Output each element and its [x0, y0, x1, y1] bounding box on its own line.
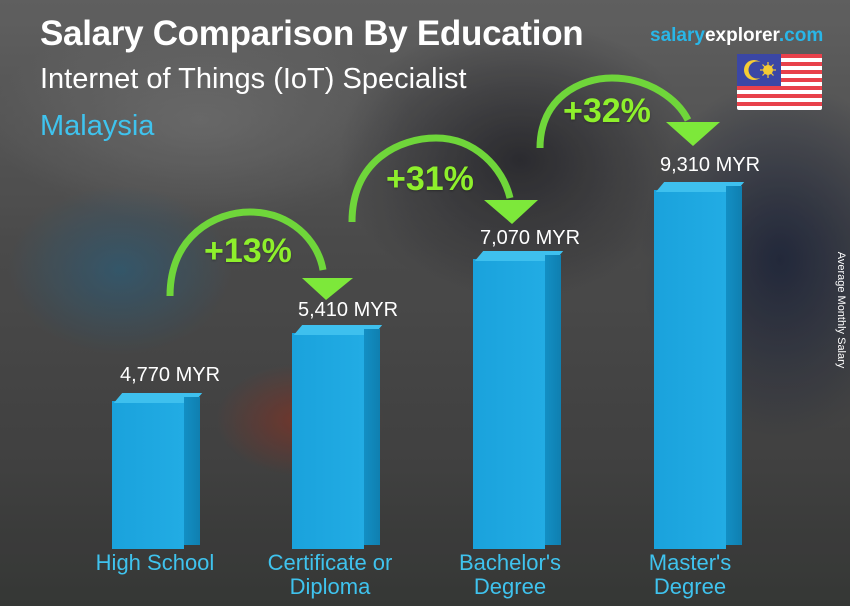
category-label-bachelors-degree: Bachelor's Degree [458, 550, 562, 599]
value-label-bachelors-degree: 7,070 MYR [479, 227, 581, 249]
brand-part-domain: .com [778, 25, 824, 46]
category-label-high-school: High School [95, 550, 215, 575]
brand-logo[interactable]: salaryexplorer.com [650, 25, 823, 47]
bar-bachelors-degree [473, 251, 565, 549]
country-label: Malaysia [40, 110, 155, 142]
bar-high-school [112, 393, 204, 549]
brand-part-salary: salary [650, 25, 705, 46]
value-label-masters-degree: 9,310 MYR [659, 154, 761, 176]
category-label-masters-degree: Master's Degree [648, 550, 732, 599]
category-label-certificate-diploma: Certificate or Diploma [267, 550, 393, 599]
job-title: Internet of Things (IoT) Specialist [40, 63, 467, 95]
bar-masters-degree [654, 182, 746, 549]
chart-title: Salary Comparison By Education [40, 14, 584, 53]
bar-certificate-diploma [292, 325, 384, 549]
arrow-icon [166, 74, 692, 297]
increase-label-32: +32% [563, 92, 651, 130]
increase-label-13: +13% [204, 232, 292, 270]
brand-part-explorer: explorer [704, 25, 779, 46]
increase-label-31: +31% [386, 160, 474, 198]
malaysia-flag-icon [737, 54, 822, 110]
value-label-certificate-diploma: 5,410 MYR [297, 299, 399, 321]
value-label-high-school: 4,770 MYR [119, 364, 221, 386]
